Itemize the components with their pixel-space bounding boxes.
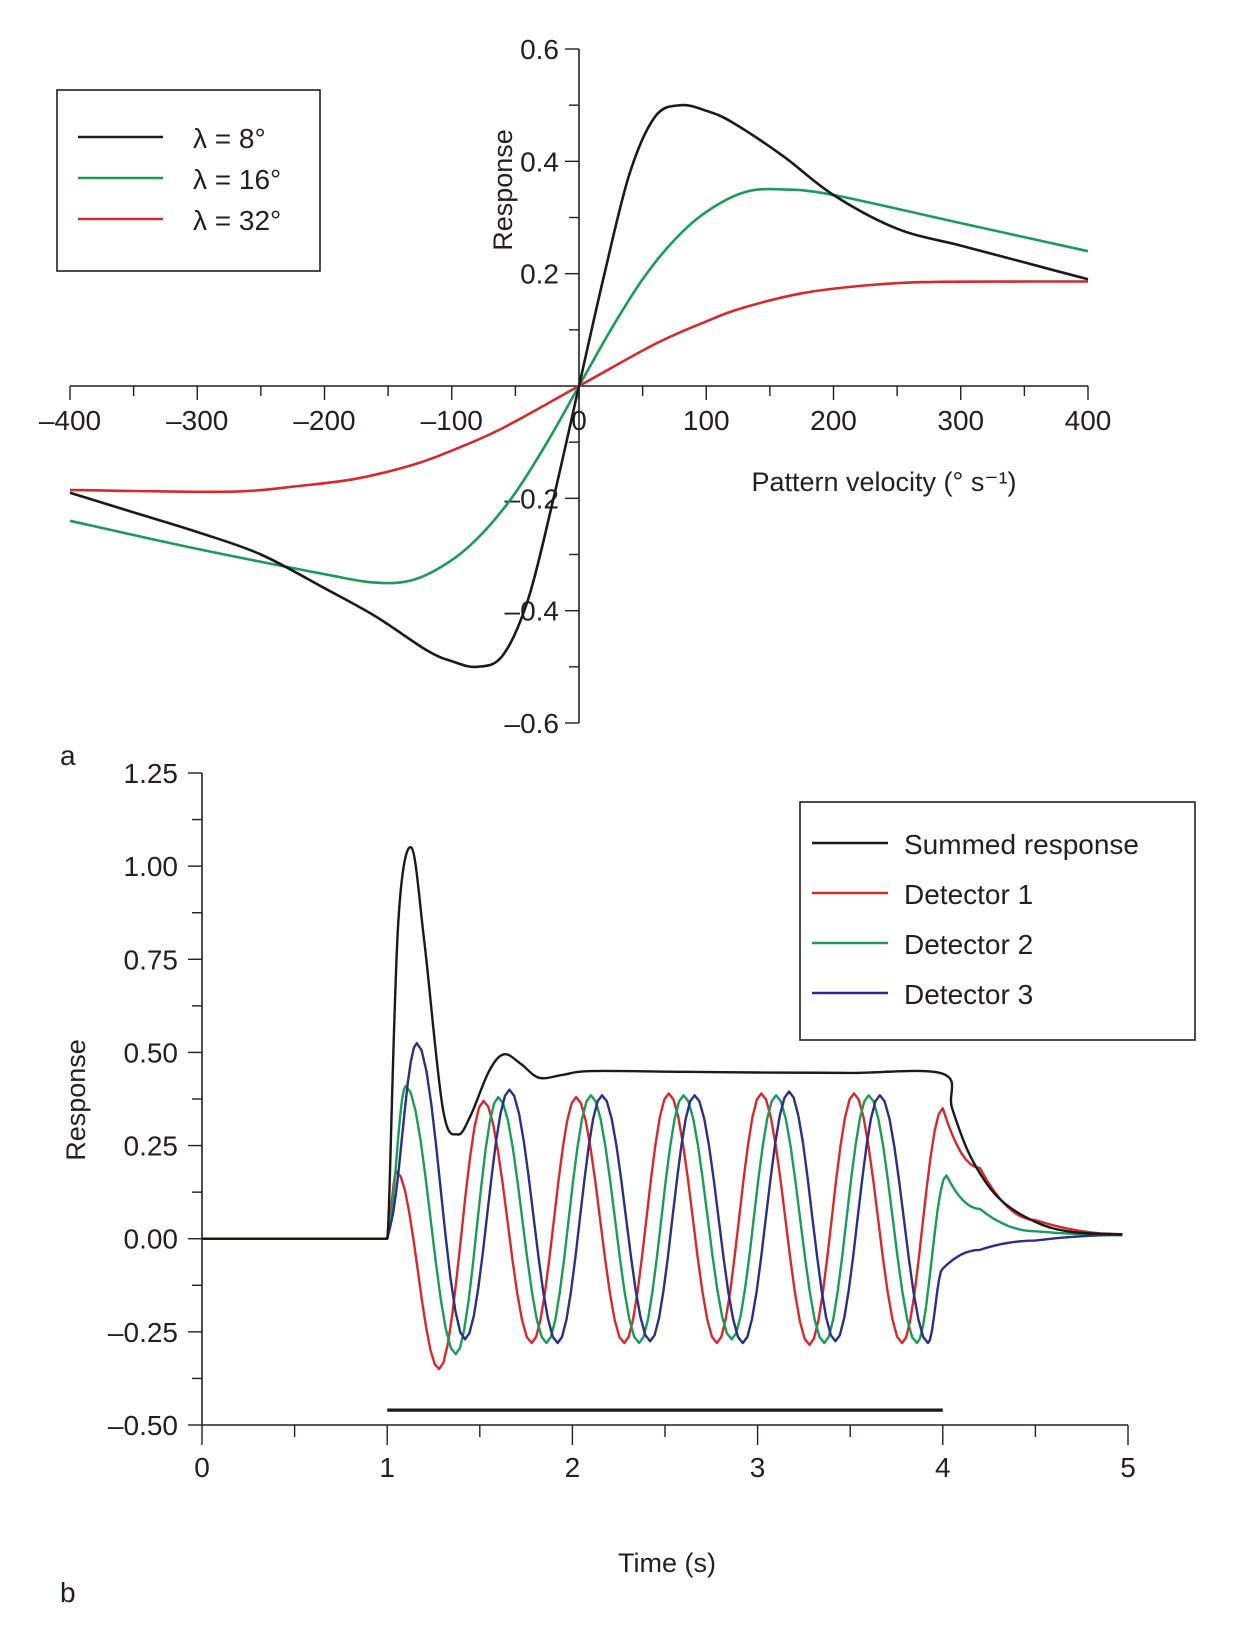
panel-b-axes: 0 1 2 3 4 5 1.25 1.00 0.75 0.50 0.25 0.00 –0.25 –0.50 [108,758,1136,1483]
panel-b-y-tick-label: 0.75 [124,944,179,975]
panel-b-y-tick-label: 1.00 [124,851,179,882]
panel-b-series-line-1 [202,1092,1123,1371]
panel-a-series-line-0 [69,103,1089,669]
panel-b-x-tick-label: 5 [1120,1452,1136,1483]
panel-b-series [202,846,1123,1371]
panel-a-series [69,103,1089,669]
panel-a-legend-box [56,89,321,272]
panel-b-ylabel: Response [61,1039,91,1161]
panel-b-y-tick-label: 0.00 [124,1224,179,1255]
panel-a-legend-label: λ = 32° [193,205,281,236]
panel-a-label: a [60,740,76,771]
panel-a-y-tick-label: 0.2 [520,259,559,290]
panel-a-y-tick-label: –0.4 [505,596,560,627]
panel-b-label: b [60,1577,76,1608]
panel-b-y-tick-label: 1.25 [124,758,179,789]
panel-a-x-tick-label: –300 [166,405,228,436]
panel-b-xlabel: Time (s) [618,1548,716,1578]
panel-a-x-tick-label: 0 [571,405,587,436]
panel-b-y-tick-label: 0.50 [124,1037,179,1068]
panel-b-y-tick-label: –0.25 [108,1317,178,1348]
panel-a-xlabel: Pattern velocity (° s⁻¹) [751,467,1016,497]
panel-a-x-tick-label: 100 [683,405,730,436]
panel-a-x-tick-label: –400 [39,405,101,436]
panel-a-x-tick-label: 400 [1065,405,1112,436]
panel-b: 0 1 2 3 4 5 1.25 1.00 0.75 0.50 0.25 0.00 –0.25 –0.50… [60,758,1196,1608]
panel-b-legend-label: Detector 3 [904,979,1033,1010]
panel-a-legend: λ = 8° λ = 16° λ = 32° [56,89,321,272]
panel-b-series-line-0 [202,846,1123,1240]
panel-a-axes: –400 –300 –200 –100 0 100 200 300 400 0.6 0.4 0.2 –0… [39,34,1112,739]
panel-b-y-tick-label: –0.50 [108,1410,178,1441]
panel-b-legend-box [799,801,1196,1041]
panel-a-legend-label: λ = 8° [193,123,266,154]
panel-b-x-tick-label: 2 [565,1452,581,1483]
panel-a-x-tick-label: –100 [421,405,483,436]
panel-b-x-tick-label: 4 [935,1452,951,1483]
panel-b-x-tick-label: 3 [750,1452,766,1483]
panel-a-y-tick-label: 0.4 [520,146,559,177]
panel-b-y-tick-label: 0.25 [124,1131,179,1162]
panel-b-legend: Summed response Detector 1 Detector 2 Detec… [799,801,1196,1041]
panel-b-series-line-2 [202,1084,1123,1356]
panel-a-x-tick-label: –200 [293,405,355,436]
panel-a-y-tick-label: –0.6 [505,708,560,739]
panel-b-x-tick-label: 1 [379,1452,395,1483]
panel-b-series-line-3 [202,1041,1123,1345]
panel-b-legend-label: Summed response [904,829,1139,860]
panel-a-legend-label: λ = 16° [193,164,281,195]
panel-b-legend-label: Detector 1 [904,879,1033,910]
panel-a-x-tick-label: 300 [937,405,984,436]
panel-a-x-tick-label: 200 [810,405,857,436]
panel-a: –400 –300 –200 –100 0 100 200 300 400 0.6 0.4 0.2 –0… [39,34,1112,771]
panel-a-y-tick-label: 0.6 [520,34,559,65]
panel-b-x-tick-label: 0 [194,1452,210,1483]
panel-a-ylabel: Response [488,129,518,251]
panel-b-legend-label: Detector 2 [904,929,1033,960]
